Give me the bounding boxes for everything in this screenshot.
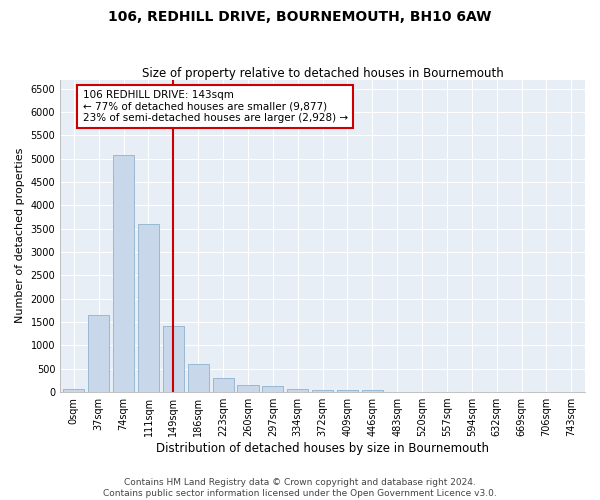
Bar	[362, 390, 383, 392]
Y-axis label: Number of detached properties: Number of detached properties	[15, 148, 25, 324]
Bar	[262, 386, 283, 392]
Text: 106, REDHILL DRIVE, BOURNEMOUTH, BH10 6AW: 106, REDHILL DRIVE, BOURNEMOUTH, BH10 6A…	[109, 10, 491, 24]
Bar	[163, 326, 184, 392]
Bar	[312, 390, 333, 392]
Bar	[287, 388, 308, 392]
Bar	[113, 156, 134, 392]
X-axis label: Distribution of detached houses by size in Bournemouth: Distribution of detached houses by size …	[156, 442, 489, 455]
Bar	[337, 390, 358, 392]
Bar	[63, 388, 85, 392]
Bar	[188, 364, 209, 392]
Bar	[238, 385, 259, 392]
Bar	[138, 224, 159, 392]
Bar	[88, 315, 109, 392]
Title: Size of property relative to detached houses in Bournemouth: Size of property relative to detached ho…	[142, 66, 503, 80]
Text: Contains HM Land Registry data © Crown copyright and database right 2024.
Contai: Contains HM Land Registry data © Crown c…	[103, 478, 497, 498]
Bar	[212, 378, 233, 392]
Text: 106 REDHILL DRIVE: 143sqm
← 77% of detached houses are smaller (9,877)
23% of se: 106 REDHILL DRIVE: 143sqm ← 77% of detac…	[83, 90, 347, 123]
